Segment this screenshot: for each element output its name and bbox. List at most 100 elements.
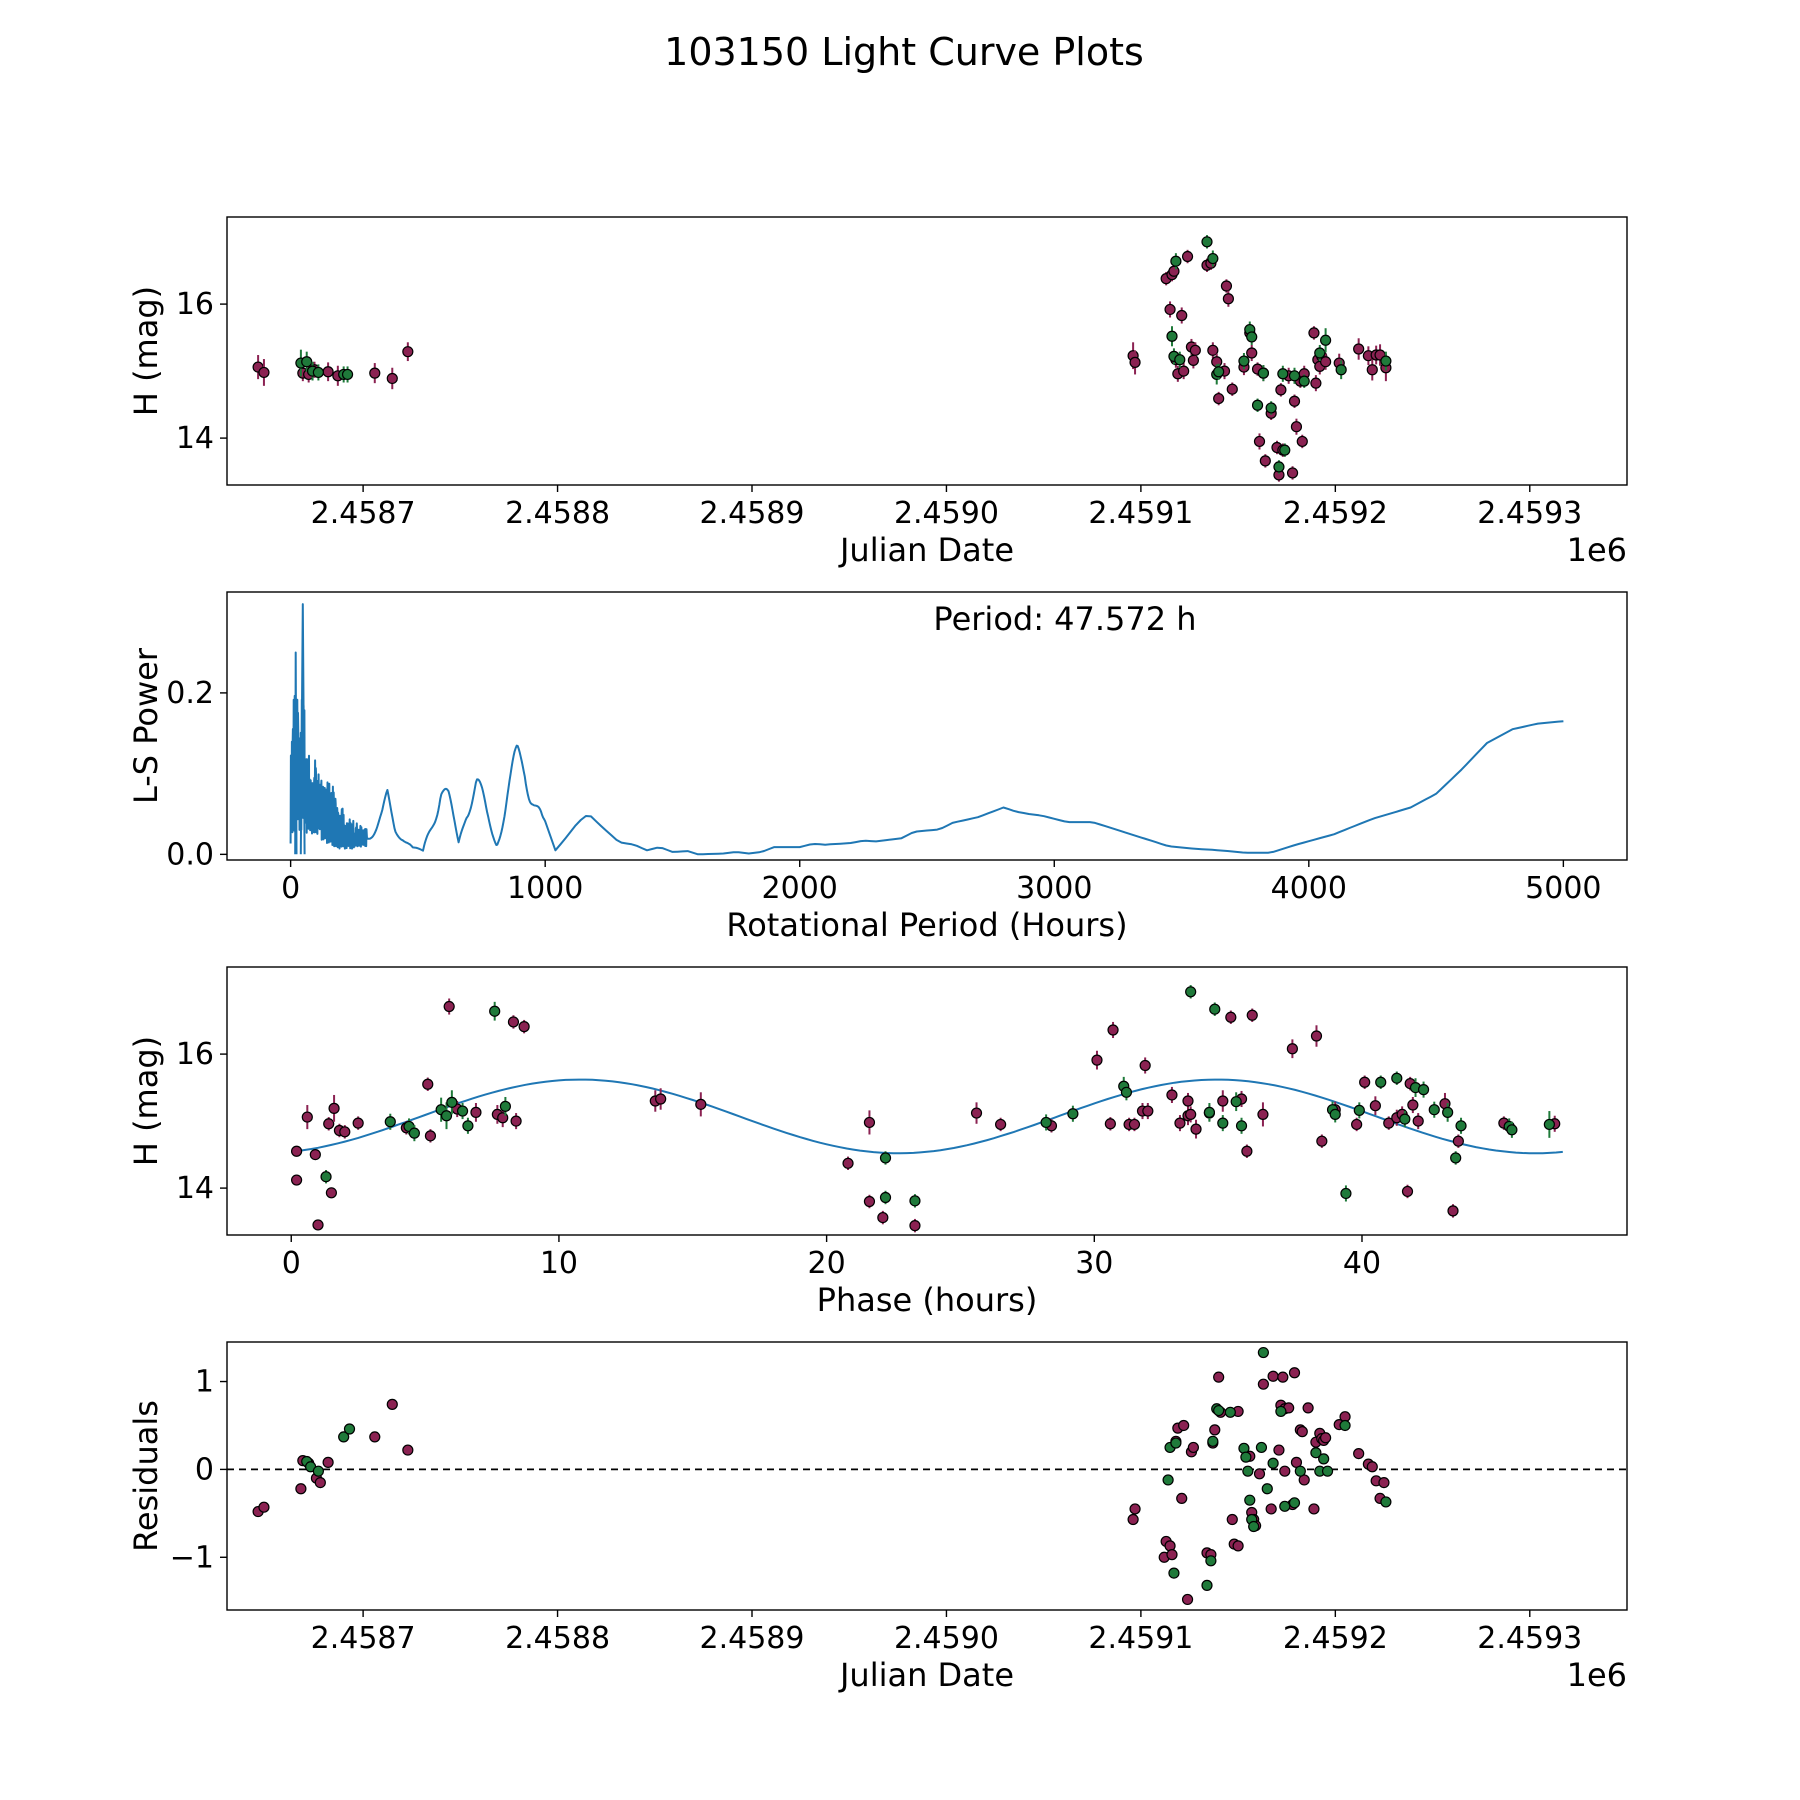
data-point	[1316, 1135, 1328, 1147]
residuals-frame	[226, 1341, 1628, 1611]
data-point	[384, 1116, 396, 1128]
y-tick-label: 1	[195, 1365, 214, 1400]
data-point	[695, 1098, 707, 1110]
x-axis-label: Rotational Period (Hours)	[726, 906, 1127, 944]
y-tick-label: 14	[176, 1171, 214, 1206]
x-tick-label: 2.4587	[311, 1621, 416, 1656]
data-point	[1399, 1113, 1411, 1125]
data-point	[1288, 370, 1301, 382]
y-tick-label: 0.2	[166, 676, 214, 711]
data-point	[422, 1078, 434, 1090]
data-point	[518, 1021, 530, 1033]
data-point	[1296, 1426, 1308, 1438]
data-point	[1190, 1123, 1202, 1135]
data-point	[322, 1456, 334, 1468]
data-point	[1201, 236, 1213, 248]
data-point	[1335, 364, 1347, 376]
data-point	[325, 1187, 337, 1199]
data-point	[1321, 1465, 1334, 1477]
data-point	[1240, 1451, 1252, 1463]
data-point	[386, 1398, 398, 1410]
periodogram-frame	[226, 591, 1628, 861]
data-point	[1091, 1054, 1103, 1066]
data-point	[1205, 1555, 1217, 1567]
x-tick-label: 20	[808, 1246, 846, 1281]
data-point	[1375, 1076, 1387, 1088]
data-point	[1203, 1106, 1216, 1118]
data-point	[462, 1120, 474, 1132]
data-point	[970, 1107, 983, 1119]
data-point	[863, 1116, 876, 1129]
data-point	[1380, 355, 1392, 367]
data-point	[1351, 1118, 1363, 1131]
data-point	[1162, 1474, 1174, 1486]
data-point	[1543, 1118, 1555, 1131]
data-point	[1308, 327, 1320, 339]
data-point	[1213, 392, 1225, 405]
data-point	[1209, 1424, 1221, 1436]
data-point	[1353, 343, 1365, 355]
phased-curve-panel: 0 10 20 30 40 14 16 Phase (hours) H (mag)	[127, 966, 1628, 1319]
data-point	[443, 1000, 455, 1013]
y-axis-label: H (mag)	[127, 1036, 165, 1166]
x-tick-label: 2.4589	[700, 1621, 805, 1656]
data-point	[1139, 1059, 1151, 1072]
data-point	[1265, 1503, 1277, 1515]
data-point	[1189, 344, 1201, 356]
data-point	[258, 1501, 270, 1513]
data-point	[470, 1106, 482, 1118]
data-point	[1378, 1476, 1390, 1489]
x-axis-label: Julian Date	[838, 531, 1014, 569]
data-point	[1288, 1367, 1301, 1379]
data-point	[1359, 1076, 1371, 1088]
data-point	[1339, 1419, 1351, 1432]
data-point	[1222, 293, 1234, 305]
data-point	[1232, 1540, 1244, 1552]
phased-curve-series-1	[290, 998, 1561, 1233]
x-tick-label: 2.4587	[311, 496, 416, 531]
y-tick-label: 16	[176, 287, 214, 322]
data-point	[1241, 1145, 1253, 1157]
data-point	[863, 1195, 876, 1208]
data-point	[1310, 1447, 1322, 1459]
data-point	[1238, 355, 1250, 367]
data-point	[1353, 1104, 1365, 1116]
data-point	[1176, 309, 1188, 322]
data-point	[1244, 1494, 1256, 1506]
data-point	[1129, 1503, 1141, 1515]
data-point	[1257, 367, 1269, 379]
x-offset-label: 1e6	[1567, 531, 1627, 569]
x-tick-label: 40	[1343, 1246, 1381, 1281]
data-point	[1288, 395, 1301, 407]
data-point	[328, 1102, 340, 1114]
data-point	[1391, 1072, 1403, 1084]
data-point	[1185, 1108, 1197, 1121]
x-tick-label: 2.4588	[505, 496, 610, 531]
data-point	[1187, 1441, 1199, 1454]
data-point	[446, 1096, 458, 1108]
data-point	[1224, 1406, 1236, 1418]
data-point	[1253, 435, 1266, 448]
x-tick-label: 2.4589	[700, 496, 805, 531]
data-point	[1129, 356, 1141, 368]
data-point	[1176, 1492, 1188, 1505]
data-point	[1267, 1457, 1279, 1469]
data-point	[312, 1465, 324, 1477]
data-point	[369, 1431, 381, 1443]
data-point	[909, 1220, 921, 1232]
x-tick-label: 0	[282, 1246, 301, 1281]
x-tick-label: 2000	[762, 871, 838, 906]
data-point	[1226, 383, 1238, 395]
x-tick-label: 1000	[507, 871, 583, 906]
data-point	[301, 356, 313, 368]
data-point	[1450, 1152, 1462, 1164]
phased-curve-frame	[226, 966, 1628, 1236]
data-point	[1506, 1124, 1518, 1136]
data-point	[1166, 1549, 1178, 1561]
data-point	[1225, 1011, 1237, 1023]
x-tick-label: 2.4593	[1477, 1621, 1582, 1656]
data-point	[1178, 1419, 1190, 1432]
data-point	[1401, 1185, 1414, 1198]
data-point	[1320, 356, 1332, 368]
